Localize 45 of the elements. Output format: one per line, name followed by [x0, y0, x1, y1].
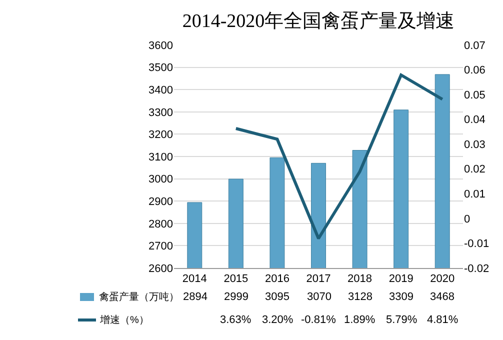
y-tick-label: 2700: [148, 240, 173, 253]
y2-tick-label: 0.02: [464, 164, 486, 176]
y-tick-label: 3500: [148, 62, 173, 74]
y-tick-label: 3000: [148, 174, 173, 186]
data-label: 5.79%: [386, 314, 418, 326]
y2-tick-label: -0.01: [464, 238, 490, 250]
y-tick-label: 3100: [148, 151, 173, 164]
data-label: 1.89%: [344, 314, 376, 326]
data-label: 3.63%: [220, 314, 252, 326]
data-label: -0.81%: [301, 314, 336, 326]
y2-tick-label: 0: [464, 213, 470, 226]
x-tick-label: 2014: [182, 273, 207, 286]
data-label: 2999: [224, 291, 248, 303]
y-tick-label: 2900: [148, 196, 173, 208]
y-tick-label: 3400: [148, 84, 173, 96]
data-label: 3095: [265, 291, 290, 303]
y2-tick-label: 0.07: [464, 40, 486, 52]
x-tick-label: 2017: [306, 273, 331, 286]
y-tick-label: 3300: [148, 106, 173, 119]
x-tick-label: 2019: [388, 273, 414, 286]
y2-tick-label: 0.01: [464, 188, 486, 201]
y2-tick-label: 0.06: [464, 64, 486, 77]
data-label: 4.81%: [427, 314, 458, 326]
data-label: 3070: [307, 291, 332, 303]
legend-label: 增速（%）: [99, 314, 149, 326]
line-series: [234, 73, 444, 240]
legend-label: 禽蛋产量（万吨）: [99, 291, 179, 303]
x-tick-label: 2020: [430, 273, 455, 286]
y2-tick-label: 0.04: [464, 114, 486, 126]
chart-title: 2014-2020年全国禽蛋产量及增速: [182, 10, 455, 32]
y2-tick-label: 0.03: [464, 138, 486, 151]
data-label: 3128: [348, 291, 372, 303]
data-label: 3.20%: [262, 314, 294, 326]
y-tick-label: 3200: [148, 129, 173, 142]
x-tick-label: 2016: [264, 273, 290, 286]
y2-tick-label: -0.02: [464, 262, 490, 275]
data-label: 2894: [183, 291, 208, 303]
y-tick-label: 2600: [148, 262, 173, 275]
x-tick-label: 2018: [348, 273, 372, 286]
y2-tick-label: 0.05: [464, 89, 486, 102]
y-tick-label: 3600: [148, 40, 173, 52]
x-tick-label: 2015: [224, 273, 248, 286]
y-tick-label: 2800: [148, 218, 173, 230]
data-label: 3309: [389, 291, 414, 303]
data-label: 3468: [430, 291, 454, 303]
